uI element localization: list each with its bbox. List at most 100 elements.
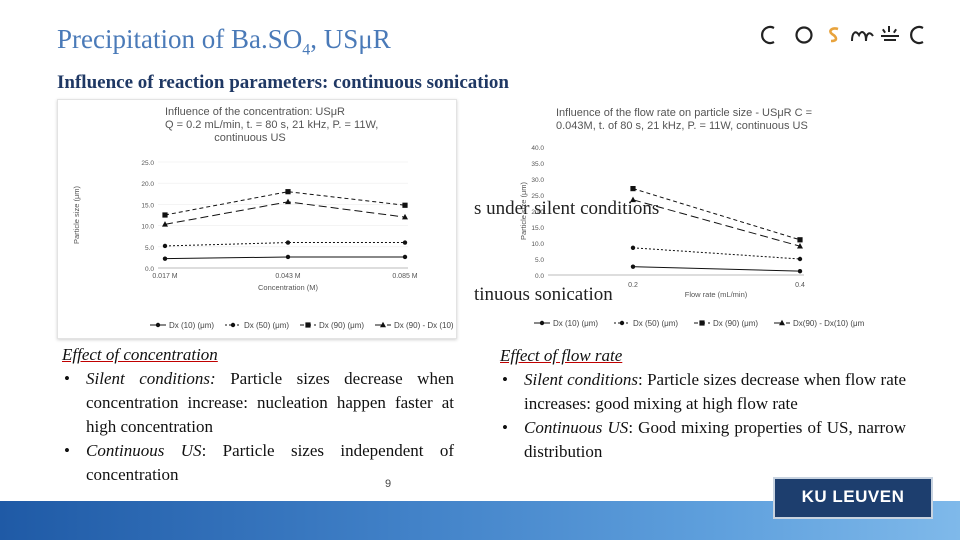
chart-flowrate-plot: 0.0 5.0 10.0 15.0 20.0 25.0 30.0 35.0 40.0 0.2 0.4…	[519, 145, 864, 328]
data-point	[630, 186, 636, 192]
series-line	[164, 242, 405, 247]
y-tick-label: 35.0	[531, 161, 544, 168]
data-point	[630, 245, 636, 250]
list-item: Silent conditions: Particle sizes decrea…	[500, 368, 906, 416]
cosmic-logo-icon	[761, 25, 924, 45]
bullet-label: Continuous US	[86, 441, 202, 460]
background-text-line1: s under silent conditions	[474, 198, 660, 219]
bullet-text: : Good mixing properties of US, narrow d…	[524, 418, 906, 461]
x-axis-label: Flow rate (mL/min)	[685, 290, 748, 299]
bullet-text: : Particle sizes decrease when flow rate…	[524, 370, 907, 413]
x-axis-label: Concentration (M)	[258, 283, 319, 292]
concentration-effects: Effect of concentration Silent condition…	[62, 343, 454, 487]
legend-label: Dx (10) (μm)	[169, 321, 214, 330]
series-line	[632, 266, 801, 272]
chart-concentration-title: Influence of the concentration: USμR Q =…	[165, 106, 395, 145]
chart-concentration: Influence of the concentration: USμR Q =…	[57, 99, 457, 339]
flowrate-heading: Effect of flow rate	[500, 346, 623, 365]
legend-label: Dx (90) (μm)	[713, 319, 758, 328]
y-tick-label: 15.0	[141, 202, 154, 209]
ku-leuven-logo	[773, 477, 933, 519]
data-point	[630, 264, 636, 269]
x-tick-label: 0.2	[628, 282, 638, 289]
y-tick-label: 10.0	[141, 224, 154, 231]
legend-label: Dx (90) (μm)	[319, 321, 364, 330]
data-point	[797, 237, 803, 243]
y-tick-label: 5.0	[535, 257, 544, 264]
slide-title-main: Precipitation of Ba.SO	[57, 24, 303, 54]
data-point	[797, 268, 803, 274]
flowrate-effects: Effect of flow rate Silent conditions: P…	[500, 344, 906, 464]
legend-label: Dx (90) - Dx (10) (μm)	[394, 321, 456, 330]
y-tick-label: 0.0	[535, 273, 544, 280]
y-tick-label: 20.0	[531, 209, 544, 216]
data-point	[162, 243, 168, 249]
data-point	[402, 202, 408, 208]
data-point	[630, 196, 636, 203]
series-line	[164, 191, 406, 216]
y-tick-label: 25.0	[141, 160, 154, 167]
chart-title-line: Q = 0.2 mL/min, t. = 80 s, 21 kHz, P. = …	[165, 119, 379, 131]
data-point	[797, 256, 803, 262]
series-line	[632, 188, 801, 241]
chart-title-line: 0.043M, t. of 80 s, 21 kHz, P. = 11W, co…	[556, 120, 808, 132]
x-tick-label: 0.4	[795, 282, 805, 289]
list-item: Silent conditions: Particle sizes decrea…	[62, 367, 454, 439]
data-point	[162, 221, 168, 227]
list-item: Continuous US: Good mixing properties of…	[500, 416, 906, 464]
slide-title-end: , USμR	[310, 24, 391, 54]
chart-concentration-plot: 0.0 5.0 10.0 15.0 20.0 25.0 0.017 M 0.043 M 0.08…	[72, 160, 456, 330]
chart-flowrate-title: Influence of the flow rate on particle s…	[556, 107, 856, 133]
legend-marker	[380, 321, 386, 328]
slide-title-subscript: 4	[302, 41, 311, 59]
data-point	[285, 240, 291, 245]
y-tick-label: 25.0	[531, 193, 544, 200]
legend-marker	[539, 320, 545, 326]
chart-title-line: continuous US	[214, 132, 286, 144]
concentration-heading: Effect of concentration	[62, 345, 218, 364]
bullet-text: : Particle sizes independent of concentr…	[86, 441, 454, 484]
legend-label: Dx (50) (μm)	[244, 321, 289, 330]
legend-label: Dx(90) - Dx(10) (μm)	[793, 319, 864, 328]
y-axis-label: Particle size (μm)	[72, 185, 81, 244]
bullet-label: Silent conditions	[524, 370, 638, 389]
y-axis-label: Particle size (μm)	[519, 181, 528, 240]
data-point	[285, 254, 291, 260]
legend-marker	[779, 319, 785, 326]
y-tick-label: 5.0	[145, 245, 154, 252]
series-line	[164, 256, 405, 260]
y-tick-label: 10.0	[531, 241, 544, 248]
legend-marker	[155, 322, 161, 328]
ku-leuven-logo-text: KU LEUVEN	[801, 487, 905, 506]
legend-marker	[230, 322, 236, 328]
legend-label: Dx (50) (μm)	[633, 319, 678, 328]
x-tick-label: 0.085 M	[392, 273, 417, 280]
data-point	[285, 189, 291, 195]
x-tick-label: 0.043 M	[275, 273, 300, 280]
chart-title-line: Influence of the concentration: USμR	[165, 106, 345, 118]
bullet-label: Continuous US	[524, 418, 629, 437]
legend-marker	[305, 322, 311, 328]
slide-subtitle: Influence of reaction parameters: contin…	[57, 72, 509, 93]
data-point	[402, 254, 408, 260]
bullet-text: Particle sizes decrease when concentrati…	[86, 369, 454, 436]
chart-title-line: Influence of the flow rate on particle s…	[556, 107, 813, 119]
bullet-label: Silent conditions:	[86, 369, 216, 388]
series-line	[164, 201, 406, 225]
series-line	[632, 199, 801, 247]
data-point	[402, 240, 408, 245]
data-point	[162, 212, 168, 218]
data-point	[285, 198, 291, 205]
y-tick-label: 40.0	[531, 145, 544, 152]
legend-marker	[699, 320, 705, 326]
series-line	[632, 247, 801, 260]
page-number: 9	[385, 478, 392, 490]
background-text-line2: tinuous sonication	[474, 284, 613, 305]
y-tick-label: 20.0	[141, 181, 154, 188]
x-tick-label: 0.017 M	[152, 273, 177, 280]
slide-title: Precipitation of Ba.SO4, USμR	[57, 24, 391, 59]
data-point	[797, 243, 803, 249]
y-tick-label: 0.0	[145, 266, 154, 273]
y-tick-label: 15.0	[531, 225, 544, 232]
list-item: Continuous US: Particle sizes independen…	[62, 439, 454, 487]
